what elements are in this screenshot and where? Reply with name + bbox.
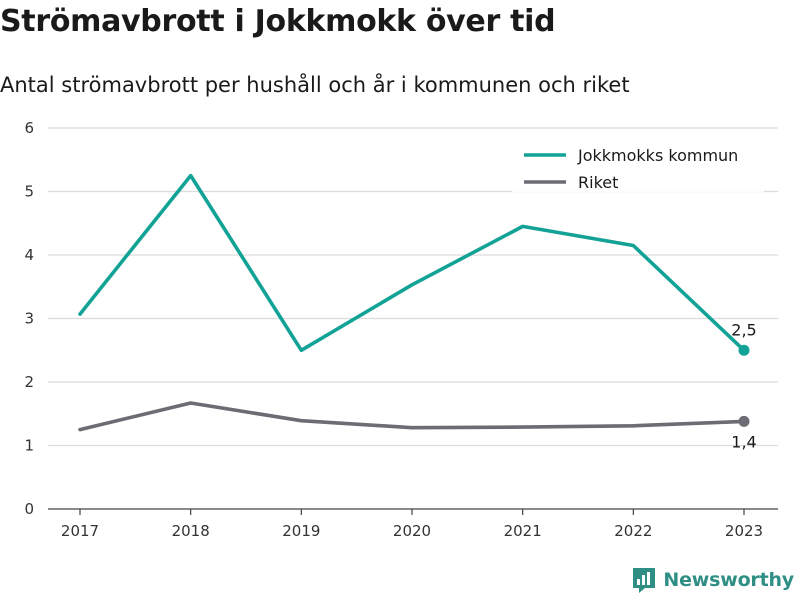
chart-subtitle: Antal strömavbrott per hushåll och år i … [0, 73, 630, 97]
data-label: 1,4 [731, 432, 756, 451]
series-end-point-0 [738, 344, 750, 356]
y-tick-label: 4 [24, 246, 34, 264]
newsworthy-logo: Newsworthy [631, 566, 794, 594]
chart-title: Strömavbrott i Jokkmokk över tid [0, 4, 556, 39]
x-axis [48, 508, 778, 515]
series-line-1 [78, 401, 746, 432]
x-tick-label: 2018 [172, 522, 210, 540]
y-tick-label: 1 [24, 437, 34, 455]
x-tick-label: 2017 [61, 522, 99, 540]
x-tick-label: 2022 [614, 522, 652, 540]
series-lines: 2,5 1,4 [78, 173, 757, 451]
brand-name: Newsworthy [663, 569, 794, 591]
legend-label: Riket [578, 173, 618, 192]
y-tick-label: 3 [24, 310, 34, 328]
y-tick-label: 6 [24, 119, 34, 137]
y-tick-label: 0 [24, 500, 34, 518]
x-tick-label: 2019 [282, 522, 320, 540]
bar-chart-speech-bubble-icon [633, 568, 656, 593]
y-axis-tick-labels: 0 1 2 3 4 5 6 [24, 119, 34, 518]
x-tick-label: 2023 [725, 522, 763, 540]
y-tick-label: 5 [24, 183, 34, 201]
data-label: 2,5 [731, 320, 756, 339]
series-end-point-1 [738, 415, 750, 427]
grid-lines [48, 127, 778, 447]
legend: Jokkmokks kommun Riket [512, 140, 764, 192]
series-line-0 [78, 173, 746, 353]
x-tick-label: 2020 [393, 522, 431, 540]
legend-label: Jokkmokks kommun [577, 146, 738, 165]
y-tick-label: 2 [24, 373, 34, 391]
x-tick-label: 2021 [504, 522, 542, 540]
x-axis-tick-labels: 2017 2018 2019 2020 2021 2022 2023 [61, 522, 763, 540]
